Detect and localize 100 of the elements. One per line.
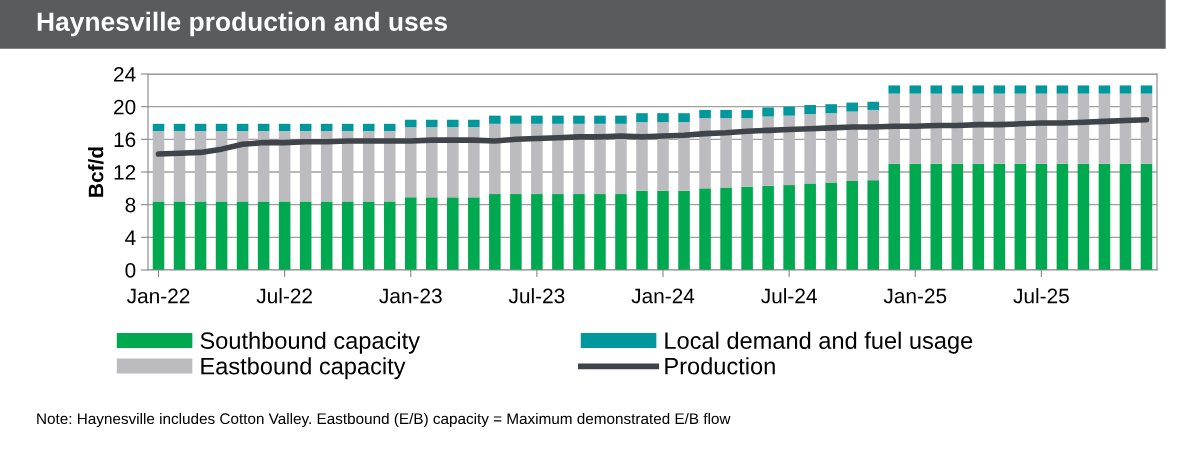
y-tick-label: 12 bbox=[114, 165, 136, 180]
bar bbox=[383, 123, 396, 132]
bar bbox=[552, 115, 564, 124]
bar bbox=[573, 123, 585, 195]
bar bbox=[825, 182, 837, 270]
bar bbox=[741, 186, 753, 270]
bar bbox=[552, 194, 564, 270]
bar bbox=[468, 119, 480, 128]
bar bbox=[888, 163, 901, 270]
bar bbox=[552, 123, 564, 195]
bar bbox=[720, 118, 732, 188]
bar bbox=[741, 118, 753, 187]
bar bbox=[699, 109, 711, 119]
bar bbox=[404, 127, 417, 198]
bar bbox=[762, 116, 774, 186]
bar bbox=[383, 201, 396, 270]
bar bbox=[426, 127, 438, 198]
x-tick-label: Jan-23 bbox=[379, 288, 442, 304]
bar bbox=[1119, 163, 1132, 270]
bar bbox=[362, 201, 375, 270]
bar bbox=[909, 93, 922, 164]
bar bbox=[489, 123, 501, 195]
bar bbox=[257, 123, 270, 132]
bar bbox=[615, 194, 627, 270]
y-tick-label: 16 bbox=[114, 132, 136, 148]
bar bbox=[867, 180, 879, 270]
bar bbox=[510, 194, 522, 270]
bar bbox=[636, 113, 648, 123]
bar bbox=[720, 187, 732, 270]
bar bbox=[531, 123, 543, 195]
bar bbox=[888, 85, 901, 94]
bar bbox=[783, 115, 795, 186]
y-tick-label: 20 bbox=[114, 99, 136, 115]
legend-label: Local demand and fuel usage bbox=[665, 331, 973, 354]
bar bbox=[762, 107, 774, 117]
bar bbox=[299, 123, 312, 132]
bar bbox=[993, 163, 1006, 270]
bar bbox=[846, 111, 858, 181]
x-tick-label: Jan-24 bbox=[631, 288, 695, 304]
bar bbox=[341, 123, 354, 132]
bar bbox=[678, 122, 690, 191]
bar bbox=[447, 119, 459, 128]
bar bbox=[594, 123, 606, 195]
bar bbox=[804, 183, 816, 270]
x-tick-label: Jan-25 bbox=[883, 288, 947, 304]
bar bbox=[320, 123, 333, 132]
legend-label: Production bbox=[665, 357, 775, 375]
bar bbox=[173, 123, 186, 132]
bar bbox=[720, 109, 732, 119]
y-tick-label: 4 bbox=[125, 230, 136, 245]
bar bbox=[1140, 163, 1153, 270]
bar bbox=[236, 123, 249, 132]
bar bbox=[1056, 163, 1069, 270]
x-tick-label: Jul-25 bbox=[1013, 288, 1069, 304]
bar bbox=[699, 118, 711, 189]
bar bbox=[173, 201, 186, 270]
bar bbox=[236, 201, 249, 270]
bar bbox=[678, 113, 690, 123]
bar bbox=[1077, 163, 1090, 270]
y-axis-title: Bcf/d bbox=[88, 147, 104, 197]
bar bbox=[594, 194, 606, 270]
bar bbox=[1077, 85, 1090, 94]
bar bbox=[489, 115, 501, 124]
bar bbox=[489, 194, 501, 270]
x-tick-label: Jul-23 bbox=[508, 288, 565, 304]
bar bbox=[846, 102, 858, 112]
bar bbox=[320, 201, 333, 270]
bar bbox=[804, 105, 816, 115]
bar bbox=[215, 201, 228, 270]
bar bbox=[930, 85, 943, 94]
bar bbox=[699, 188, 711, 270]
bar bbox=[404, 119, 417, 128]
bar bbox=[447, 197, 459, 270]
bar bbox=[257, 201, 270, 270]
bar bbox=[1098, 163, 1111, 270]
bar bbox=[783, 106, 795, 116]
chart-title: Haynesville production and uses bbox=[37, 11, 447, 37]
bar bbox=[825, 113, 837, 183]
bar bbox=[657, 190, 669, 270]
bar bbox=[194, 123, 207, 132]
bar bbox=[510, 123, 522, 195]
bar bbox=[383, 131, 396, 202]
bar bbox=[215, 123, 228, 132]
bar bbox=[299, 201, 312, 270]
bar bbox=[972, 85, 985, 94]
bar bbox=[993, 85, 1006, 94]
y-tick-label: 24 bbox=[114, 67, 136, 82]
bar bbox=[825, 104, 837, 114]
bar bbox=[426, 119, 438, 128]
bar bbox=[152, 123, 165, 132]
bar bbox=[636, 122, 648, 191]
bar bbox=[278, 123, 291, 132]
bar bbox=[573, 194, 585, 270]
bar bbox=[867, 101, 879, 110]
y-tick-label: 0 bbox=[125, 263, 136, 278]
bar bbox=[615, 123, 627, 195]
legend-label: Eastbound capacity bbox=[201, 357, 406, 380]
bar bbox=[573, 115, 585, 124]
bar bbox=[362, 123, 375, 132]
bar bbox=[531, 115, 543, 124]
